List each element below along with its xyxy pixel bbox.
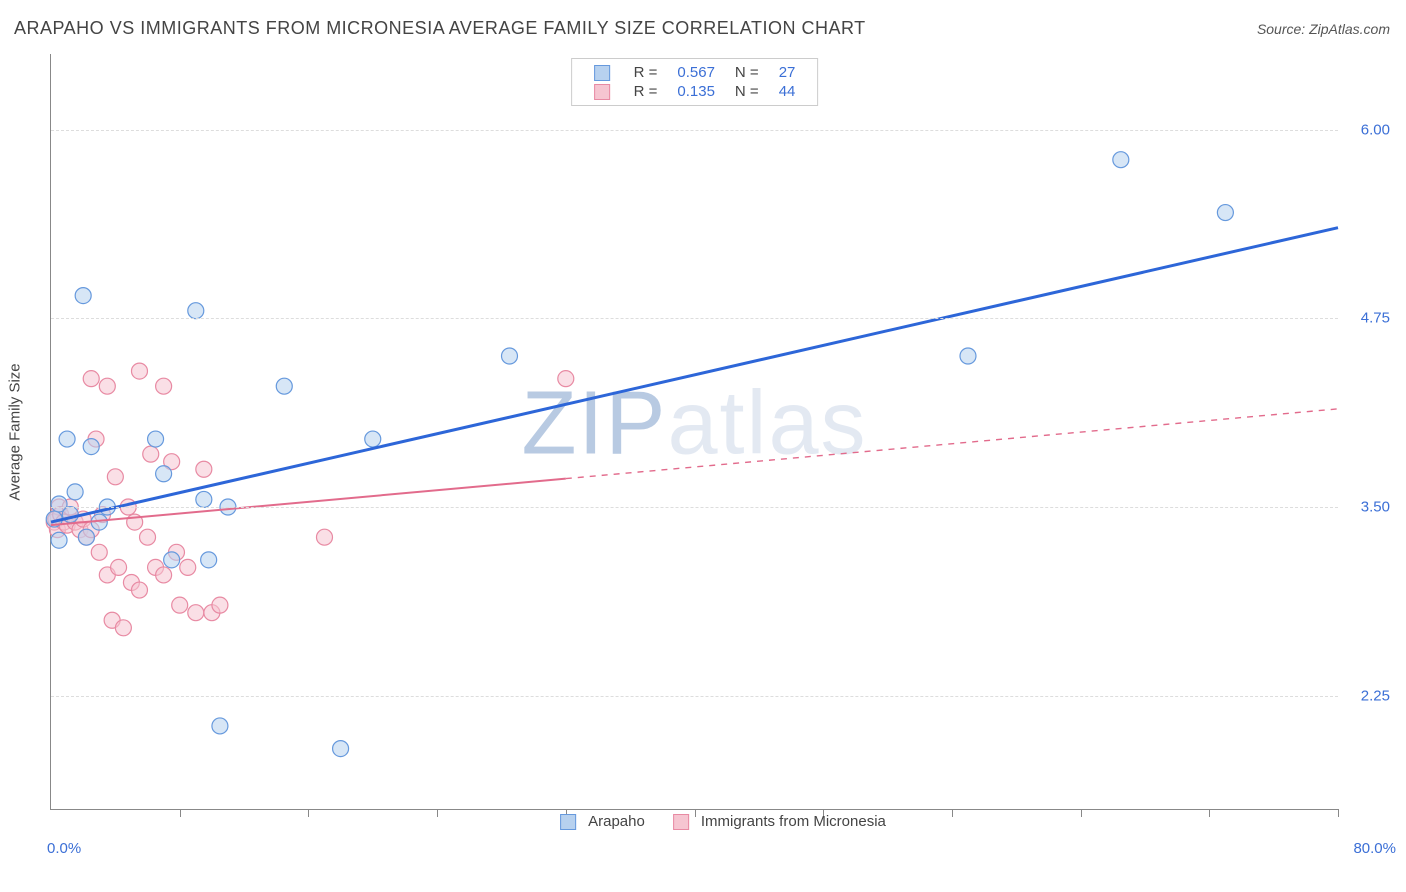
x-tick [952,809,953,817]
x-tick [1081,809,1082,817]
n-value-arapaho: 27 [779,64,796,81]
data-point [115,620,131,636]
swatch-arapaho [594,65,610,81]
data-point [75,288,91,304]
chart-title: ARAPAHO VS IMMIGRANTS FROM MICRONESIA AV… [14,18,866,39]
data-point [78,529,94,545]
legend-item-micronesia: Immigrants from Micronesia [673,813,886,830]
gridline [51,696,1338,697]
data-point [501,348,517,364]
data-point [558,371,574,387]
data-point [107,469,123,485]
plot-area: ZIPatlas R = 0.567 N = 27 R = 0.135 [50,54,1338,810]
data-point [156,378,172,394]
x-tick [437,809,438,817]
swatch-micronesia [673,814,689,830]
data-point [316,529,332,545]
trend-line-extrapolated [566,409,1338,479]
y-tick-label: 6.00 [1361,121,1390,138]
legend-item-arapaho: Arapaho [560,813,645,830]
data-point [99,378,115,394]
data-point [51,532,67,548]
legend-row-arapaho: R = 0.567 N = 27 [584,63,806,82]
gridline [51,507,1338,508]
correlation-legend: R = 0.567 N = 27 R = 0.135 N = 44 [571,58,819,106]
data-point [91,544,107,560]
y-axis-title: Average Family Size [7,363,24,500]
y-tick-label: 4.75 [1361,310,1390,327]
data-point [188,303,204,319]
data-point [1217,205,1233,221]
data-point [201,552,217,568]
data-point [143,446,159,462]
data-point [333,741,349,757]
data-point [67,484,83,500]
gridline [51,318,1338,319]
r-value-micronesia: 0.135 [677,83,715,100]
data-point [1113,152,1129,168]
data-point [148,431,164,447]
series-legend: Arapaho Immigrants from Micronesia [560,813,886,830]
legend-label-micronesia: Immigrants from Micronesia [701,813,886,830]
data-point [156,567,172,583]
x-tick [1338,809,1339,817]
swatch-arapaho [560,814,576,830]
data-point [131,582,147,598]
data-point [960,348,976,364]
r-label: R = [634,83,658,100]
legend-label-arapaho: Arapaho [588,813,645,830]
data-point [276,378,292,394]
chart-container: ARAPAHO VS IMMIGRANTS FROM MICRONESIA AV… [0,0,1406,892]
chart-area: ZIPatlas R = 0.567 N = 27 R = 0.135 [50,54,1396,840]
data-point [59,431,75,447]
data-point [180,559,196,575]
data-point [188,605,204,621]
data-point [156,466,172,482]
data-point [131,363,147,379]
n-label: N = [735,64,759,81]
source-label: Source: ZipAtlas.com [1257,21,1390,37]
r-value-arapaho: 0.567 [677,64,715,81]
data-point [83,371,99,387]
gridline [51,130,1338,131]
data-point [212,718,228,734]
swatch-micronesia [594,84,610,100]
x-axis-end-label: 80.0% [1353,840,1396,857]
y-tick-label: 2.25 [1361,687,1390,704]
n-value-micronesia: 44 [779,83,796,100]
data-point [83,439,99,455]
data-point [140,529,156,545]
data-point [164,552,180,568]
title-row: ARAPAHO VS IMMIGRANTS FROM MICRONESIA AV… [0,0,1406,47]
n-label: N = [735,83,759,100]
r-label: R = [634,64,658,81]
x-tick [180,809,181,817]
data-point [196,491,212,507]
trend-line [51,228,1338,522]
legend-row-micronesia: R = 0.135 N = 44 [584,82,806,101]
x-axis-start-label: 0.0% [47,840,81,857]
x-tick [308,809,309,817]
data-point [212,597,228,613]
x-tick [1209,809,1210,817]
data-point [172,597,188,613]
data-point [365,431,381,447]
data-point [111,559,127,575]
data-point [196,461,212,477]
y-tick-label: 3.50 [1361,499,1390,516]
